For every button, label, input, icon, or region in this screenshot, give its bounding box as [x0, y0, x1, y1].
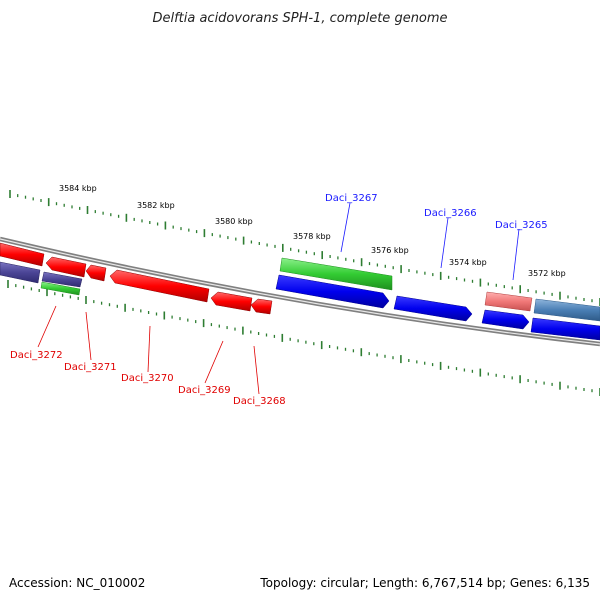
- kbp-label: 3580 kbp: [215, 217, 253, 226]
- kbp-label: 3578 kbp: [293, 232, 331, 241]
- gene-daci-3271[interactable]: [85, 264, 107, 282]
- kbp-label: 3576 kbp: [371, 246, 409, 255]
- gene-daci-3270[interactable]: [109, 269, 210, 303]
- reverse-genes: [0, 242, 273, 315]
- gene-label-reverse[interactable]: Daci_3271: [64, 362, 117, 373]
- gene-left-red[interactable]: [0, 242, 45, 267]
- forward-gene-labels: Daci_3267 Daci_3266 Daci_3265: [325, 193, 548, 281]
- lower-tick-ring: [7, 280, 600, 396]
- accession-text: Accession: NC_010002: [9, 576, 146, 590]
- gene-label-reverse[interactable]: Daci_3268: [233, 396, 286, 407]
- gene-label-reverse[interactable]: Daci_3272: [10, 350, 63, 361]
- gene-daci-3266[interactable]: [393, 295, 473, 322]
- gene-daci-3272-green[interactable]: [40, 281, 81, 296]
- gene-daci-3267-green[interactable]: [279, 257, 393, 291]
- gene-label-forward[interactable]: Daci_3265: [495, 220, 548, 231]
- gene-label-reverse[interactable]: Daci_3269: [178, 385, 231, 396]
- gene-daci-3265-blue[interactable]: [481, 309, 530, 330]
- upper-tick-ring: [9, 190, 600, 306]
- reverse-gene-labels: Daci_3272 Daci_3271 Daci_3270 Daci_3269 …: [10, 305, 286, 407]
- gene-label-forward[interactable]: Daci_3266: [424, 208, 477, 219]
- kbp-label: 3582 kbp: [137, 201, 175, 210]
- kbp-label: 3574 kbp: [449, 258, 487, 267]
- kbp-label: 3584 kbp: [59, 184, 97, 193]
- genome-backbone: [0, 236, 600, 347]
- gene-steel-blue[interactable]: [533, 298, 600, 322]
- kbp-labels: 3584 kbp 3582 kbp 3580 kbp 3578 kbp 3576…: [59, 184, 566, 278]
- map-title: Delftia acidovorans SPH-1, complete geno…: [152, 11, 447, 26]
- gene-red-arrow-1[interactable]: [45, 256, 87, 278]
- gene-daci-3265-pink[interactable]: [484, 291, 533, 312]
- gene-daci-3272-purple[interactable]: [41, 271, 83, 288]
- gene-daci-3267-blue[interactable]: [275, 274, 390, 309]
- gene-left-purple[interactable]: [0, 261, 41, 284]
- gene-label-forward[interactable]: Daci_3267: [325, 193, 378, 204]
- kbp-label: 3572 kbp: [528, 269, 566, 278]
- gene-far-right-blue[interactable]: [530, 317, 600, 341]
- forward-genes: [275, 257, 600, 341]
- gene-daci-3269[interactable]: [210, 291, 253, 312]
- gene-label-reverse[interactable]: Daci_3270: [121, 373, 174, 384]
- genome-stats-text: Topology: circular; Length: 6,767,514 bp…: [260, 576, 590, 590]
- gene-daci-3268[interactable]: [250, 298, 273, 315]
